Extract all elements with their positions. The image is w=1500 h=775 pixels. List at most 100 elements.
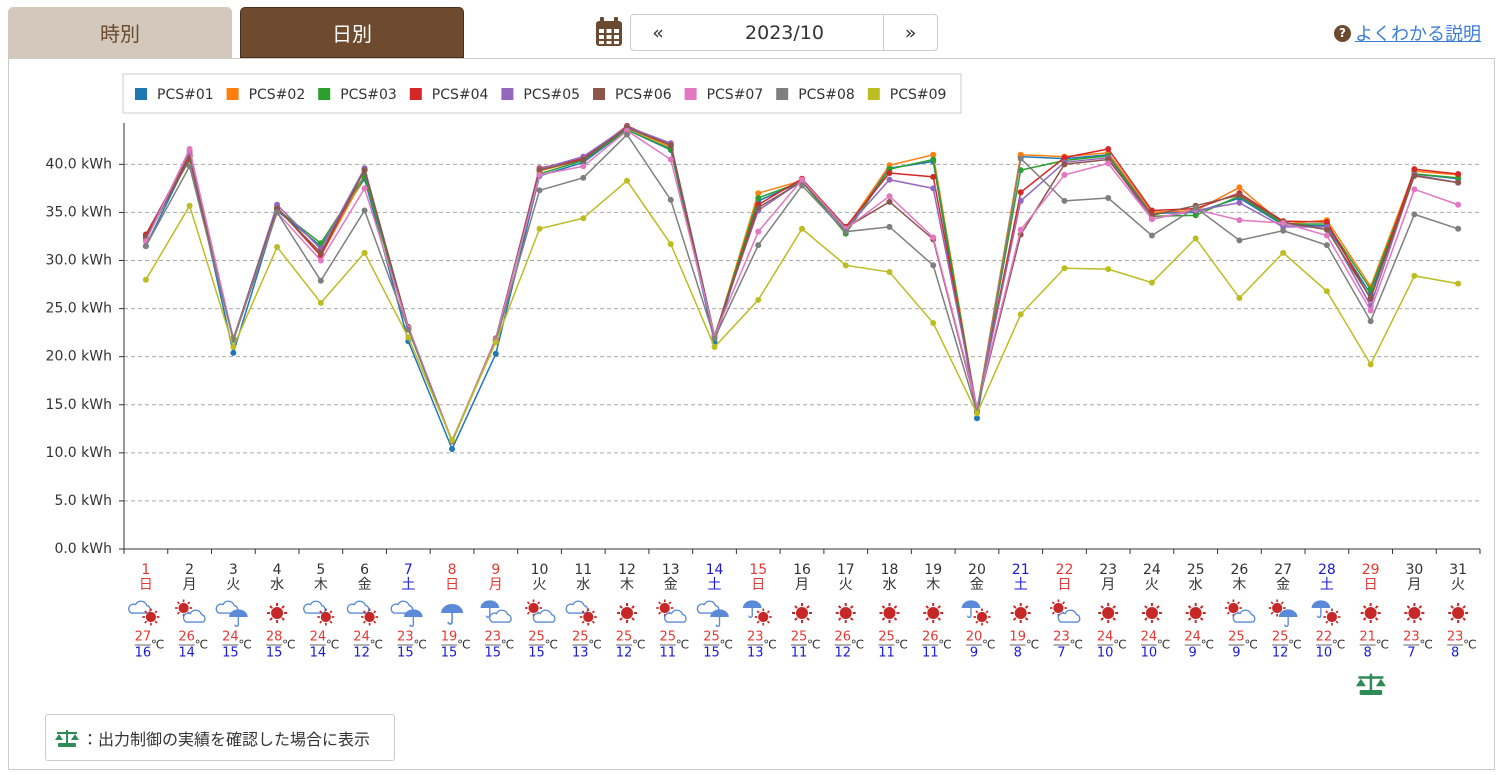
data-point — [1367, 318, 1374, 325]
sun-ray — [631, 617, 635, 621]
temp-unit: ℃ — [238, 638, 251, 652]
legend-label: PCS#01 — [157, 87, 214, 103]
weather-icon — [441, 604, 464, 625]
sun-ray — [794, 605, 798, 609]
weather-icon — [565, 600, 597, 626]
temp-high: 25 — [572, 630, 589, 645]
data-point — [230, 344, 237, 351]
cloud-body — [215, 600, 239, 614]
temp-low: 11 — [922, 646, 939, 661]
data-point — [1455, 170, 1462, 177]
sun-body — [583, 611, 594, 623]
umbrella-top — [742, 600, 762, 608]
sun-ray — [837, 605, 842, 609]
weather-sun — [1360, 603, 1381, 623]
data-point — [667, 142, 674, 149]
temp-low: 16 — [135, 646, 152, 661]
sun-ray — [281, 605, 285, 609]
data-point — [1236, 184, 1243, 191]
data-point — [886, 170, 893, 177]
weather-icon — [923, 603, 944, 623]
temp-high: 24 — [222, 630, 239, 645]
data-point — [973, 415, 980, 422]
sun-body — [1364, 607, 1377, 619]
data-point — [1061, 265, 1068, 272]
weather-icon — [1311, 600, 1341, 626]
sun-ray — [1144, 605, 1148, 609]
legend-swatch — [318, 88, 331, 100]
data-point — [1105, 160, 1112, 167]
legend-label: PCS#02 — [249, 87, 306, 103]
sun-ray — [668, 601, 672, 605]
data-point — [1411, 211, 1418, 218]
temp-low: 13 — [747, 646, 764, 661]
temp-unit: ℃ — [894, 638, 907, 652]
weather-rain — [403, 609, 423, 627]
sun-ray — [581, 610, 585, 614]
data-point — [1017, 311, 1024, 318]
tab-daily[interactable]: 日別 — [240, 7, 464, 58]
data-point — [930, 156, 937, 163]
sun-ray — [1156, 605, 1160, 609]
prev-button[interactable]: « — [630, 14, 686, 51]
help-link[interactable]: よくわかる説明 — [1355, 24, 1481, 45]
note-text: ：出力制御の実績を確認した場合に表示 — [82, 729, 371, 749]
sun-ray — [893, 617, 898, 621]
y-tick-label: 0.0 kWh — [54, 541, 112, 557]
data-point — [755, 228, 762, 235]
temp-low: 13 — [572, 646, 589, 661]
weekday-label: 木 — [1232, 577, 1246, 593]
data-point — [1236, 295, 1243, 302]
weather-sun — [1098, 603, 1119, 623]
temp-high: 25 — [878, 630, 895, 645]
sun-ray — [1187, 605, 1192, 609]
day-label: 17 — [837, 562, 855, 578]
temp-high: 21 — [1359, 630, 1376, 645]
data-point — [842, 228, 849, 235]
temp-high: 28 — [266, 630, 283, 645]
umbrella-handle — [715, 617, 721, 627]
calendar-icon[interactable] — [594, 16, 624, 48]
weather-rain — [229, 609, 248, 627]
temp-unit: ℃ — [763, 638, 776, 652]
sun-ray — [1462, 617, 1466, 621]
day-label: 13 — [662, 562, 680, 578]
legend-label: PCS#03 — [340, 87, 397, 103]
data-point — [1061, 197, 1068, 204]
sun-ray — [1270, 611, 1274, 615]
weather-cloud — [215, 600, 239, 614]
data-point — [667, 241, 674, 248]
data-point — [1105, 195, 1112, 202]
weather-icon — [879, 603, 900, 623]
weather-sun — [361, 608, 379, 626]
weather-cloud — [390, 600, 414, 614]
temp-low: 12 — [834, 646, 851, 661]
data-point — [1411, 272, 1418, 279]
sun-body — [839, 607, 852, 619]
data-point — [624, 177, 631, 184]
temp-low: 12 — [1272, 646, 1289, 661]
data-point — [1411, 186, 1418, 193]
data-point — [711, 335, 718, 342]
tab-hourly[interactable]: 時別 — [8, 7, 232, 58]
temp-low: 15 — [397, 646, 414, 661]
sun-ray — [591, 620, 595, 624]
weather-rain — [710, 609, 729, 627]
sun-body — [659, 602, 670, 614]
sun-ray — [319, 620, 323, 624]
sun-ray — [1051, 601, 1055, 605]
data-point — [755, 296, 762, 303]
data-point — [1236, 237, 1243, 244]
temp-low: 15 — [485, 646, 502, 661]
weekday-label: 木 — [926, 577, 940, 593]
sun-ray — [1362, 605, 1367, 609]
next-button[interactable]: » — [883, 14, 938, 51]
weather-cloud — [1057, 609, 1081, 623]
temp-low: 15 — [441, 646, 458, 661]
data-point — [1236, 199, 1243, 206]
weekday-label: 金 — [1276, 577, 1290, 593]
data-point — [361, 249, 368, 256]
data-point — [1017, 226, 1024, 233]
weather-icon — [1141, 603, 1162, 623]
data-point — [930, 234, 937, 241]
